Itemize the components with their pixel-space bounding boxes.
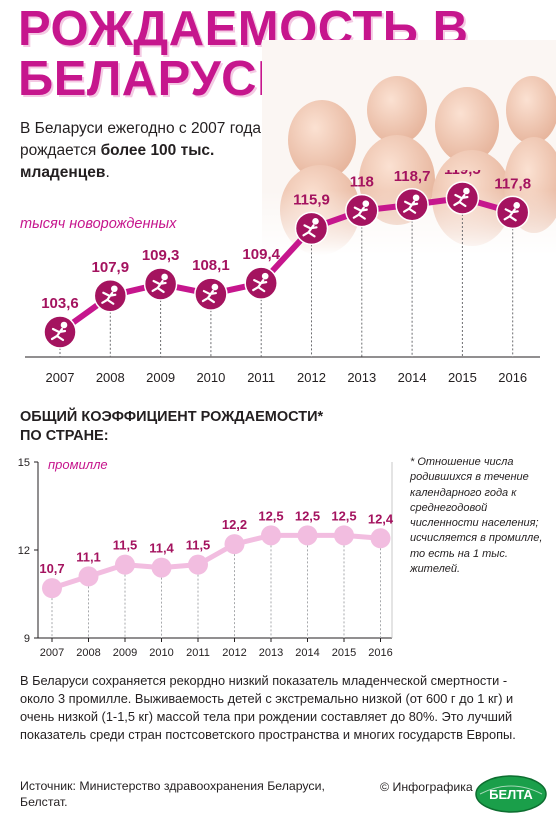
births-value-label: 119,5 bbox=[444, 170, 481, 178]
rate-point bbox=[334, 525, 354, 546]
births-x-tick: 2015 bbox=[448, 370, 477, 385]
rate-x-tick: 2009 bbox=[113, 647, 137, 659]
birth-rate-chart: 9 12 15 2007 2008 2009 2010 2011 2012 2013 2014 201… bbox=[18, 457, 394, 659]
rate-x-tick: 2016 bbox=[368, 647, 392, 659]
births-x-tick: 2013 bbox=[347, 370, 376, 385]
baby-icon bbox=[151, 273, 168, 294]
births-series-line bbox=[58, 195, 514, 335]
births-value-label: 108,1 bbox=[192, 257, 230, 274]
source-text: Источник: Министерство здравоохранения Б… bbox=[20, 779, 325, 809]
births-value-label: 109,4 bbox=[242, 246, 280, 263]
birth-rate-heading: ОБЩИЙ КОЭФФИЦИЕНТ РОЖДАЕМОСТИ* ПО СТРАНЕ… bbox=[20, 408, 323, 446]
births-x-tick: 2012 bbox=[297, 370, 326, 385]
births-point bbox=[294, 211, 329, 246]
rate-value-label: 10,7 bbox=[39, 561, 64, 576]
rate-value-label: 11,5 bbox=[186, 538, 211, 553]
births-point bbox=[93, 279, 128, 313]
births-value-label: 107,9 bbox=[92, 259, 130, 276]
rate-point bbox=[261, 525, 281, 546]
baby-icon bbox=[101, 285, 118, 305]
rate-x-tick: 2012 bbox=[222, 647, 246, 659]
births-point bbox=[43, 315, 77, 349]
rate-series-line bbox=[51, 532, 381, 591]
birth-rate-heading-line-1: ОБЩИЙ КОЭФФИЦИЕНТ РОЖДАЕМОСТИ* bbox=[20, 409, 324, 425]
rate-value-label: 12,4 bbox=[368, 511, 394, 526]
intro-text: В Беларуси ежегодно с 2007 года рождаетс… bbox=[20, 118, 290, 184]
rate-point bbox=[188, 554, 208, 575]
belta-logo-text: БЕЛТА bbox=[489, 787, 533, 802]
births-value-label: 118 bbox=[350, 174, 374, 191]
births-point bbox=[495, 195, 530, 230]
births-value-label: 115,9 bbox=[293, 191, 330, 208]
rate-y-tick: 15 bbox=[18, 457, 30, 469]
rate-point bbox=[224, 534, 245, 555]
birth-rate-unit-label: промилле bbox=[48, 457, 108, 472]
footnote: * Отношение числа родившихся в течение к… bbox=[410, 456, 543, 576]
rate-x-tick: 2007 bbox=[40, 647, 64, 659]
rate-point bbox=[42, 578, 62, 599]
baby-icon bbox=[352, 200, 370, 220]
rate-value-label: 11,5 bbox=[113, 538, 138, 553]
births-value-label: 109,3 bbox=[142, 247, 180, 264]
rate-x-tick: 2010 bbox=[149, 647, 173, 659]
baby-icon bbox=[302, 218, 319, 238]
intro-part-1: В Беларуси ежегодно с 2007 года рождаетс… bbox=[20, 120, 261, 159]
intro-bold: более 100 тыс. младенцев bbox=[20, 142, 215, 181]
births-unit-label: тысяч новорожденных bbox=[20, 216, 177, 232]
births-x-tick: 2016 bbox=[498, 370, 527, 385]
rate-value-label: 12,5 bbox=[331, 508, 356, 523]
baby-icon bbox=[403, 194, 420, 214]
births-value-label: 117,8 bbox=[494, 175, 531, 192]
title-line-2: БЕЛАРУСИ bbox=[18, 52, 293, 106]
credit-text: © Инфографика bbox=[380, 780, 473, 794]
rate-point bbox=[370, 528, 391, 549]
births-x-tick: 2011 bbox=[247, 370, 275, 385]
births-point bbox=[345, 193, 379, 228]
rate-value-label: 12,5 bbox=[295, 508, 320, 523]
births-x-tick: 2014 bbox=[398, 370, 427, 385]
births-point bbox=[395, 187, 429, 222]
infant-mortality-text: В Беларуси сохраняется рекордно низкий п… bbox=[20, 673, 516, 742]
rate-point bbox=[115, 554, 135, 575]
births-chart: 2007 2008 2009 2010 2011 2012 2013 2014 2015 2016… bbox=[25, 170, 540, 385]
births-x-tick: 2009 bbox=[146, 370, 175, 385]
births-point bbox=[244, 266, 278, 300]
rate-value-label: 12,2 bbox=[222, 517, 247, 532]
baby-icon bbox=[503, 202, 520, 222]
rate-y-tick: 9 bbox=[24, 633, 30, 645]
births-point bbox=[194, 277, 228, 311]
rate-point bbox=[151, 557, 172, 578]
rate-value-label: 11,4 bbox=[149, 541, 174, 556]
births-value-label: 103,6 bbox=[41, 295, 79, 312]
rate-y-tick: 12 bbox=[18, 545, 30, 557]
rate-point bbox=[297, 525, 318, 546]
births-x-tick: 2010 bbox=[196, 370, 225, 385]
births-value-label: 118,7 bbox=[394, 170, 431, 185]
rate-x-tick: 2008 bbox=[76, 647, 100, 659]
births-point bbox=[143, 267, 178, 301]
rate-value-label: 11,1 bbox=[76, 549, 101, 564]
rate-point bbox=[78, 566, 99, 587]
rate-x-tick: 2015 bbox=[332, 647, 356, 659]
births-x-tick: 2008 bbox=[96, 370, 125, 385]
rate-x-tick: 2011 bbox=[186, 647, 210, 659]
baby-icon bbox=[201, 283, 219, 304]
belta-logo: БЕЛТА bbox=[475, 775, 547, 813]
page-title: РОЖДАЕМОСТЬ В БЕЛАРУСИ bbox=[18, 4, 469, 104]
baby-icon bbox=[453, 187, 470, 208]
births-point bbox=[445, 181, 480, 215]
baby-icon bbox=[50, 321, 68, 342]
rate-value-label: 12,5 bbox=[258, 508, 283, 523]
rate-x-tick: 2013 bbox=[259, 647, 283, 659]
intro-part-2: . bbox=[105, 164, 110, 181]
birth-rate-heading-line-2: ПО СТРАНЕ: bbox=[20, 428, 109, 444]
baby-icon bbox=[252, 272, 269, 293]
rate-x-tick: 2014 bbox=[295, 647, 319, 659]
births-x-tick: 2007 bbox=[46, 370, 75, 385]
